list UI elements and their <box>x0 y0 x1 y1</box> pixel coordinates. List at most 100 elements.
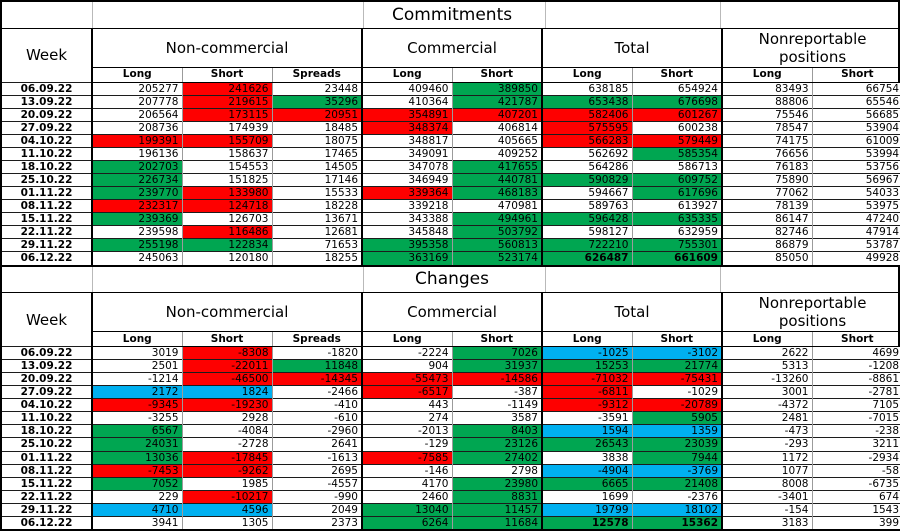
value-cell: -8308 <box>181 346 272 360</box>
value-cell: 124718 <box>181 199 272 213</box>
value-cell: 395358 <box>361 238 452 252</box>
value-cell: 7105 <box>811 398 900 412</box>
value-cell: 11684 <box>451 516 542 529</box>
value-cell: 208736 <box>91 121 182 135</box>
value-cell: -75431 <box>631 372 722 386</box>
value-cell: 74175 <box>721 134 812 148</box>
value-cell: 4596 <box>181 503 272 517</box>
value-cell: 27402 <box>451 451 542 465</box>
value-cell: -610 <box>271 411 362 425</box>
title-row: Changes <box>2 266 900 293</box>
value-cell: 2481 <box>721 411 812 425</box>
value-cell: 11457 <box>451 503 542 517</box>
value-cell: 18102 <box>631 503 722 517</box>
value-cell: 61009 <box>811 134 900 148</box>
value-cell: 2928 <box>181 411 272 425</box>
value-cell: -2781 <box>811 385 900 399</box>
table-row: 06.12.22 245063 120180 18255 363169 523174 626… <box>2 251 900 265</box>
group-header: Commercial <box>361 292 542 332</box>
value-cell: 158637 <box>181 147 272 161</box>
value-cell: 31937 <box>451 359 542 373</box>
column-header: Spreads <box>271 66 362 83</box>
value-cell: 635335 <box>631 212 722 226</box>
value-cell: 2695 <box>271 464 362 478</box>
value-cell: 4699 <box>811 346 900 360</box>
value-cell: 14505 <box>271 160 362 174</box>
week-cell: 11.10.22 <box>2 411 93 425</box>
table-row: 13.09.22 207778 219615 35296 410364 421787 653… <box>2 95 900 109</box>
value-cell: 349091 <box>361 147 452 161</box>
value-cell: 49928 <box>811 251 900 265</box>
value-cell: 3587 <box>451 411 542 425</box>
value-cell: -293 <box>721 437 812 451</box>
commitments-title: Commitments <box>2 2 900 29</box>
week-cell: 08.11.22 <box>2 464 93 478</box>
value-cell: 354891 <box>361 108 452 122</box>
value-cell: 2373 <box>271 516 362 529</box>
value-cell: -2728 <box>181 437 272 451</box>
value-cell: 11848 <box>271 359 362 373</box>
table-row: 18.10.22 6567 -4084 -2960 -2013 8403 1594 1359-… <box>2 424 900 438</box>
value-cell: 207778 <box>91 95 182 109</box>
value-cell: -2960 <box>271 424 362 438</box>
value-cell: -129 <box>361 437 452 451</box>
value-cell: 348374 <box>361 121 452 135</box>
value-cell: 76183 <box>721 160 812 174</box>
value-cell: 503792 <box>451 225 542 239</box>
value-cell: 17465 <box>271 147 362 161</box>
value-cell: 21774 <box>631 359 722 373</box>
value-cell: 241626 <box>181 82 272 96</box>
group-header: Nonreportable positions <box>720 292 900 332</box>
value-cell: -6517 <box>361 385 452 399</box>
table-row: 04.10.22 199391 155709 18075 348817 405665 566… <box>2 134 900 148</box>
value-cell: 83493 <box>721 82 812 96</box>
week-cell: 04.10.22 <box>2 398 93 412</box>
value-cell: 23126 <box>451 437 542 451</box>
value-cell: 3183 <box>721 516 812 529</box>
value-cell: -6735 <box>811 477 900 491</box>
value-cell: 21408 <box>631 477 722 491</box>
table-row: 01.11.22 13036 -17845 -1613 -7585 27402 3838 79… <box>2 451 900 465</box>
week-cell: 29.11.22 <box>2 503 93 517</box>
value-cell: -4372 <box>721 398 812 412</box>
value-cell: 18228 <box>271 199 362 213</box>
value-cell: 440781 <box>451 173 542 187</box>
value-cell: 589763 <box>541 199 632 213</box>
table-row: 15.11.22 239369 126703 13671 343388 494961 596… <box>2 212 900 226</box>
week-cell: 18.10.22 <box>2 424 93 438</box>
table-row: 11.10.22 196136 158637 17465 349091 409252 562… <box>2 147 900 161</box>
column-header: Short <box>451 66 542 83</box>
value-cell: -473 <box>721 424 812 438</box>
column-header: Spreads <box>271 331 362 347</box>
week-cell: 13.09.22 <box>2 359 93 373</box>
value-cell: 409460 <box>361 82 452 96</box>
value-cell: 255198 <box>91 238 182 252</box>
changes-table: Changes Week Non-commercial Commercial Tota… <box>2 266 900 529</box>
column-header: Short <box>631 66 722 83</box>
changes-title: Changes <box>2 266 900 293</box>
value-cell: 2460 <box>361 490 452 504</box>
changes-section: Changes Week Non-commercial Commercial Tota… <box>2 264 900 529</box>
value-cell: 347078 <box>361 160 452 174</box>
value-cell: 23448 <box>271 82 362 96</box>
value-cell: 2641 <box>271 437 362 451</box>
value-cell: 53787 <box>811 238 900 252</box>
value-cell: -1613 <box>271 451 362 465</box>
value-cell: 722210 <box>541 238 632 252</box>
value-cell: 24031 <box>91 437 182 451</box>
week-cell: 13.09.22 <box>2 95 93 109</box>
value-cell: 239369 <box>91 212 182 226</box>
value-cell: -7015 <box>811 411 900 425</box>
value-cell: 6567 <box>91 424 182 438</box>
value-cell: 904 <box>361 359 452 373</box>
week-cell: 25.10.22 <box>2 437 93 451</box>
value-cell: 560813 <box>451 238 542 252</box>
week-cell: 08.11.22 <box>2 199 93 213</box>
value-cell: 585354 <box>631 147 722 161</box>
value-cell: 1359 <box>631 424 722 438</box>
table-row: 15.11.22 7052 1985 -4557 4170 23980 6665 21408 8… <box>2 477 900 491</box>
value-cell: 229 <box>91 490 182 504</box>
value-cell: -9312 <box>541 398 632 412</box>
table-row: 08.11.22 232317 124718 18228 339218 470981 589… <box>2 199 900 213</box>
value-cell: -22011 <box>181 359 272 373</box>
